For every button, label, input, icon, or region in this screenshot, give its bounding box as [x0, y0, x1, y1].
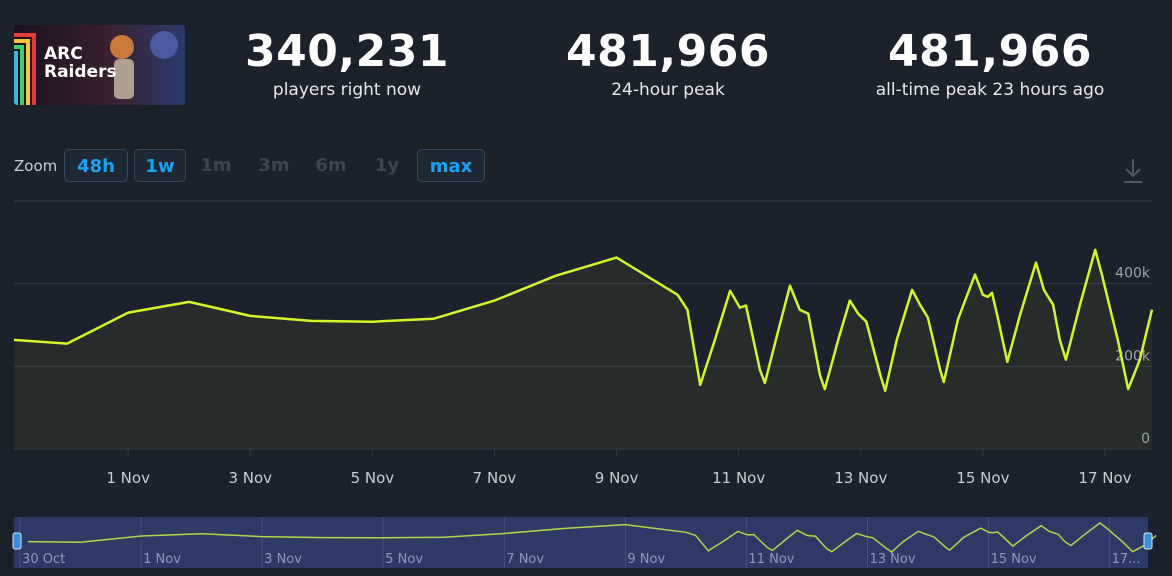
navigator-tick-label: 3 Nov: [264, 552, 302, 567]
stat-value: 340,231: [245, 26, 449, 77]
navigator-tick-label: 15 Nov: [991, 552, 1037, 567]
x-tick-label: 13 Nov: [834, 469, 887, 487]
stat-label: all-time peak 23 hours ago: [875, 80, 1105, 100]
download-button[interactable]: [1120, 157, 1148, 185]
navigator-tick-label: 7 Nov: [506, 552, 544, 567]
thumbnail-art: ARC Raiders: [14, 31, 178, 105]
game-thumbnail: ARC Raiders: [14, 25, 185, 105]
zoom-button: 3m: [258, 155, 290, 176]
navigator-tick-label: 9 Nov: [627, 552, 665, 567]
stat-value: 481,966: [888, 26, 1092, 77]
navigator-tick-label: 17...: [1112, 552, 1141, 567]
logo-line: Raiders: [44, 62, 117, 82]
stat: 481,966 all-time peak 23 hours ago: [860, 26, 1120, 102]
stat-label: players right now: [272, 80, 422, 100]
zoom-button[interactable]: 1w: [134, 149, 186, 182]
zoom-label: Zoom: [14, 157, 58, 175]
logo-line: ARC: [44, 44, 83, 64]
y-tick-label: 400k: [1115, 266, 1151, 282]
zoom-button: 1m: [200, 155, 232, 176]
y-tick-label: 0: [1141, 431, 1150, 447]
line-area: [14, 249, 1152, 449]
line: [13, 248, 1154, 392]
navigator-tick-label: 11 Nov: [748, 552, 794, 567]
navigator-handle[interactable]: [1143, 532, 1153, 550]
x-tick-label: 1 Nov: [106, 469, 150, 487]
zoom-button: 1y: [374, 155, 400, 176]
stat: 340,231 players right now: [217, 26, 477, 102]
navigator-handle[interactable]: [12, 532, 22, 550]
navigator-tick-label: 1 Nov: [143, 552, 181, 567]
navigator-background: [14, 517, 1148, 568]
x-tick-label: 11 Nov: [712, 469, 765, 487]
navigator-tick-label: 30 Oct: [22, 552, 65, 567]
zoom-button[interactable]: max: [417, 149, 485, 182]
zoom-button[interactable]: 48h: [64, 149, 128, 182]
stat: 481,966 24-hour peak: [538, 26, 798, 102]
stat-value: 481,966: [566, 26, 770, 77]
x-tick-label: 7 Nov: [473, 469, 517, 487]
x-tick-label: 17 Nov: [1078, 469, 1131, 487]
navigator-line: [27, 522, 1157, 553]
x-tick-label: 15 Nov: [956, 469, 1009, 487]
navigator-tick-label: 5 Nov: [385, 552, 423, 567]
navigator-tick-label: 13 Nov: [870, 552, 916, 567]
x-tick-label: 3 Nov: [228, 469, 272, 487]
x-tick-label: 5 Nov: [351, 469, 395, 487]
zoom-button: 6m: [315, 155, 347, 176]
stat-label: 24-hour peak: [611, 80, 725, 100]
x-tick-label: 9 Nov: [595, 469, 639, 487]
